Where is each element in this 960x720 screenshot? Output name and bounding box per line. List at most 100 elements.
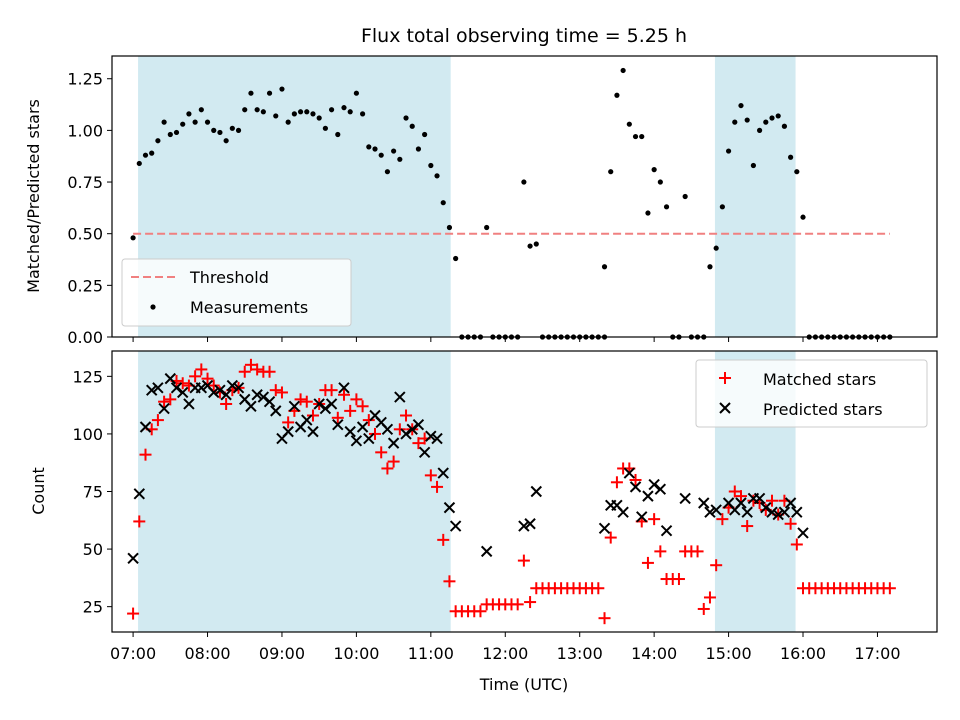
matched-stars-point [592,582,605,595]
predicted-stars-point [524,518,536,530]
predicted-stars-point [617,506,629,518]
measurements-point [632,133,639,140]
measurements-point [384,169,391,175]
predicted-stars-point [710,504,722,516]
matched-stars-point [691,545,704,558]
y-tick-label: 0.00 [67,328,103,347]
predicted-stars-point [139,421,152,433]
matched-stars-point [362,414,375,427]
top-legend-box [121,258,352,327]
matched-stars-point [790,538,803,551]
predicted-stars-point [698,497,710,509]
matched-stars-point [734,490,747,503]
measurements-point [620,67,626,74]
predicted-stars-point [735,497,747,509]
measurements-point [527,243,533,249]
predicted-stars-point [152,382,164,394]
predicted-stars-point [784,497,797,509]
measurements-point [266,90,273,96]
matched-stars-point [511,598,524,611]
predicted-stars-point [170,382,183,394]
predicted-stars-point [679,492,691,505]
predicted-stars-point [431,432,443,445]
measurements-point [651,167,657,173]
predicted-stars-point [530,485,542,498]
measurements-point [211,127,217,133]
measurements-point [248,90,254,96]
measurements-point [192,119,198,125]
matched-stars-point [697,602,710,615]
x-tick-label: 09:00 [259,644,305,663]
measurements-point [217,129,223,136]
x-tick-label: 07:00 [110,644,156,663]
measurements-legend-swatch [150,304,156,310]
predicted-stars-point [344,425,356,438]
predicted-stars-point [195,382,208,394]
matched-stars-point [164,393,177,406]
measurements-point [378,152,384,158]
matched-stars-point [716,513,729,526]
matched-stars-point [598,612,611,625]
predicted-stars-point [797,527,809,539]
bottom-panel: 25 50 75 100 125 07:00 08:00 09:00 10:00 11:00 12… [29,350,938,663]
predicted-stars-point [245,400,257,412]
top-panel-frame [111,55,938,338]
predicted-stars-point [648,478,660,491]
measurements-point [291,111,297,117]
matched-stars-point [703,591,716,604]
measurements-point [229,125,235,131]
measurements-point [608,169,614,175]
measurements-point [366,144,372,150]
predicted-stars-point [251,389,263,401]
matched-stars-point [294,393,307,406]
predicted-stars-point [301,414,313,426]
measurements-point [626,121,632,127]
measurements-point [341,105,347,111]
matched-stars-point [369,427,382,440]
predicted-stars-point [288,400,301,412]
measurements-point [657,179,663,185]
measurements-point [601,264,608,270]
predicted-stars-point [772,508,784,521]
measurements-point [781,123,788,129]
top-y-axis-label: Matched/Predicted stars [24,99,43,293]
measurements-point [738,102,744,109]
measurements-point [453,255,459,262]
matched-stars-point [648,513,661,526]
predicted-stars-point [449,520,462,532]
matched-stars-point [238,365,251,378]
measurements-point [800,214,806,220]
predicted-stars-point [338,382,350,394]
matched-stars-point [629,473,642,486]
y-tick-label: 1.25 [67,70,103,89]
matched-stars-point [400,409,413,422]
predicted-stars-point [220,389,232,401]
measurements-legend-label: Measurements [190,298,308,317]
measurements-point [198,107,204,113]
measurements-point [769,115,775,121]
measurements-point [763,119,769,125]
measurements-point [403,115,409,121]
predicted-stars-point [412,418,425,431]
measurements-point [180,121,186,127]
matched-stars-point [201,372,214,385]
top-legend: Threshold Measurements [121,258,352,327]
measurements-point [614,92,620,98]
measurements-point [279,86,285,92]
measurements-point [130,235,136,241]
predicted-stars-point [443,501,456,514]
predicted-stars-point [425,430,437,442]
measurements-point [744,117,750,123]
predicted-stars-legend-swatch [719,402,731,414]
matched-stars-point [139,448,152,461]
predicted-stars-point [313,398,325,410]
measurements-point [316,115,322,121]
measurements-point [732,119,738,125]
measurements-point [136,160,142,167]
predicted-stars-point [518,520,530,532]
x-tick-label: 11:00 [408,644,454,663]
predicted-stars-point [127,552,139,565]
measurements-point [725,148,732,154]
measurements-point [682,193,688,200]
measurements-point [360,111,366,117]
